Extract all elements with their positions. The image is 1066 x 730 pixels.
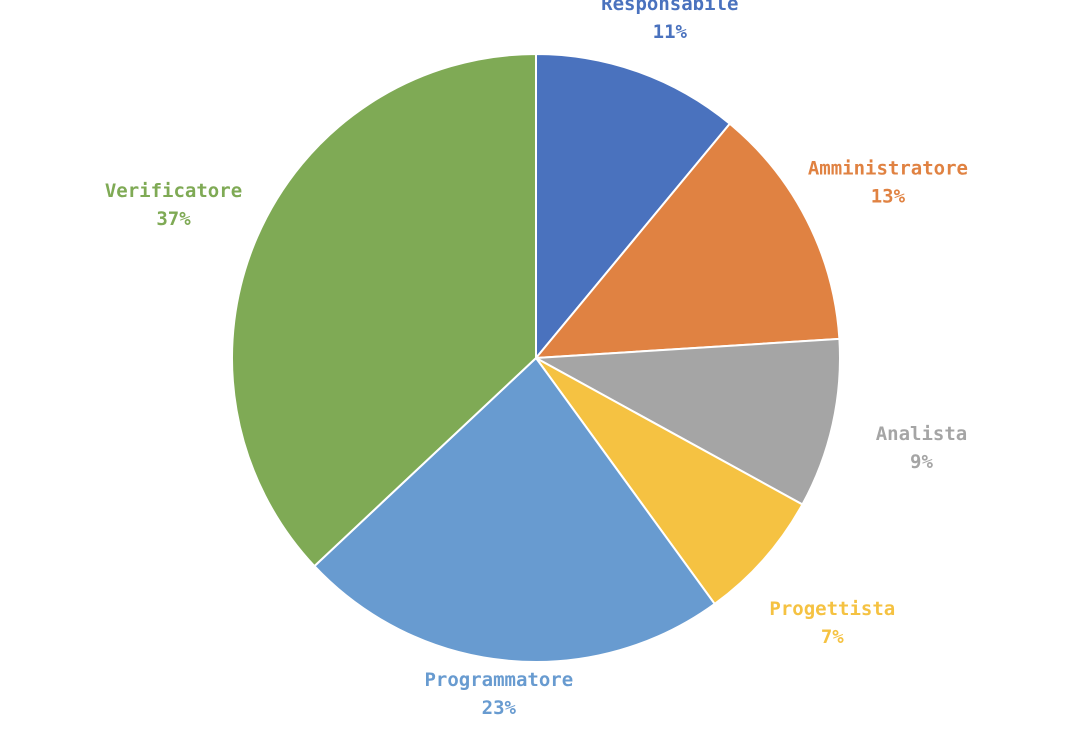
pie-label-category: Responsabile xyxy=(601,0,738,15)
pie-label-programmatore: Programmatore 23% xyxy=(424,669,573,719)
pie-label-value: 9% xyxy=(910,451,933,473)
pie-label-responsabile: Responsabile 11% xyxy=(601,0,738,43)
pie-label-value: 13% xyxy=(871,186,906,208)
pie-label-category: Analista xyxy=(876,423,968,445)
pie-slice-responsabile xyxy=(535,52,732,361)
pie-slice-amministratore xyxy=(533,122,841,360)
pie-label-amministratore: Amministratore 13% xyxy=(808,158,968,208)
pie-label-category: Amministratore xyxy=(808,158,968,180)
pie-label-value: 7% xyxy=(821,626,844,648)
pie-label-category: Verificatore xyxy=(105,180,242,202)
pie-slices xyxy=(231,52,841,663)
pie-slice-progettista xyxy=(535,357,804,606)
pie-labels: Responsabile 11% Amministratore 13% Analista… xyxy=(105,0,968,719)
pie-slice-analista xyxy=(532,337,841,506)
pie-slice-programmatore xyxy=(312,356,717,663)
pie-label-value: 11% xyxy=(653,21,688,43)
pie-slice-verificatore xyxy=(231,52,537,568)
pie-label-value: 37% xyxy=(156,208,191,230)
pie-label-category: Progettista xyxy=(769,598,895,620)
pie-label-value: 23% xyxy=(482,697,517,719)
pie-label-analista: Analista 9% xyxy=(876,423,968,473)
pie-label-verificatore: Verificatore 37% xyxy=(105,180,242,230)
pie-label-category: Programmatore xyxy=(424,669,573,691)
pie-label-progettista: Progettista 7% xyxy=(769,598,895,648)
